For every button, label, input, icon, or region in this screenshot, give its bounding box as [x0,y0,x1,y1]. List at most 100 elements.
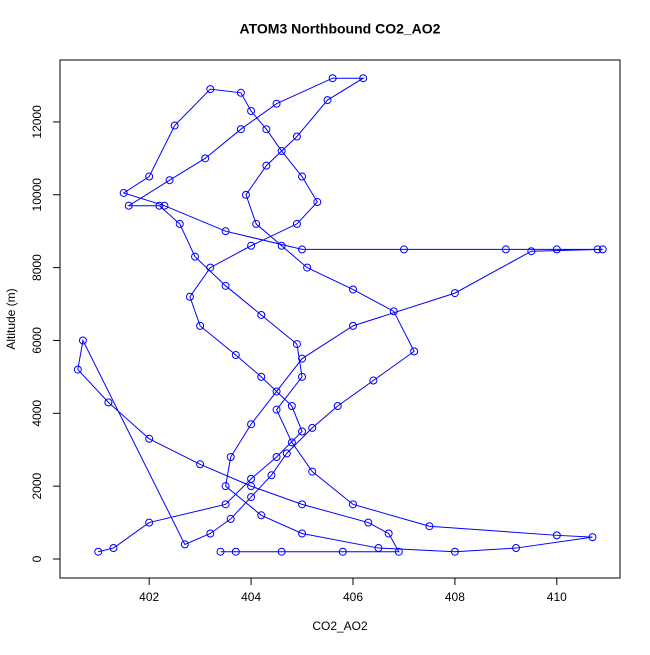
data-point [247,482,256,491]
data-point [241,190,250,199]
data-point [410,347,419,356]
data-point [155,201,164,210]
data-point [109,544,118,553]
data-point [384,529,393,538]
data-point [303,263,312,272]
data-point [369,376,378,385]
data-point [185,292,194,301]
data-point [231,547,240,556]
x-tick-label: 404 [241,590,261,604]
data-point [262,161,271,170]
data-point [196,321,205,330]
data-point [287,438,296,447]
data-point [165,176,174,185]
data-point [221,227,230,236]
data-point [119,188,128,197]
data-point [180,540,189,549]
data-point [527,247,536,256]
x-axis-label: CO2_AO2 [312,619,368,633]
data-point [593,245,602,254]
data-point [73,365,82,374]
data-point [277,241,286,250]
data-point [262,125,271,134]
data-point [124,201,133,210]
data-point [247,241,256,250]
y-tick-label: 10000 [30,178,44,212]
data-point [298,354,307,363]
data-point [298,372,307,381]
data-point [450,547,459,556]
data-point [298,172,307,181]
data-point [257,511,266,520]
data-point [348,321,357,330]
data-point [292,132,301,141]
data-point [206,263,215,272]
data-point [359,74,368,83]
data-point [257,372,266,381]
data-point [298,427,307,436]
x-tick-label: 402 [139,590,159,604]
data-point [221,500,230,509]
data-point [328,74,337,83]
data-point [267,471,276,480]
data-point [374,544,383,553]
data-point [552,245,561,254]
data-point [226,514,235,523]
data-point [236,125,245,134]
data-point [216,547,225,556]
data-point [450,289,459,298]
data-point [292,219,301,228]
data-point [308,467,317,476]
data-point [272,453,281,462]
data-point [145,518,154,527]
data-point [338,547,347,556]
data-point [598,245,607,254]
data-point [394,547,403,556]
data-point [399,245,408,254]
data-point [191,252,200,261]
data-point [313,198,322,207]
data-point [196,460,205,469]
data-point [252,219,261,228]
data-point [201,154,210,163]
data-line [77,77,603,553]
data-point [272,387,281,396]
data-point [221,482,230,491]
y-tick-label: 4000 [30,400,44,427]
data-point [512,544,521,553]
plot-frame [59,59,621,579]
data-point [501,245,510,254]
y-tick-label: 0 [30,555,44,562]
data-point [104,398,113,407]
data-point [257,310,266,319]
data-point [94,547,103,556]
y-tick-label: 6000 [30,327,44,354]
data-point [247,420,256,429]
data-point [348,285,357,294]
data-point [389,307,398,316]
data-point [170,121,179,130]
data-point [78,336,87,345]
y-tick-label: 12000 [30,105,44,139]
data-point [272,405,281,414]
data-point [175,219,184,228]
data-point [221,281,230,290]
data-point [277,547,286,556]
chart-title: ATOM3 Northbound CO2_AO2 [240,21,441,37]
y-tick-label: 8000 [30,254,44,281]
data-point [160,201,169,210]
data-point [308,423,317,432]
x-tick-label: 410 [547,590,567,604]
data-point [333,402,342,411]
y-tick-label: 2000 [30,472,44,499]
data-point [348,500,357,509]
data-point [588,533,597,542]
data-point [145,434,154,443]
data-point [231,351,240,360]
data-point [247,106,256,115]
data-point [277,147,286,156]
data-point [298,245,307,254]
data-point [226,453,235,462]
